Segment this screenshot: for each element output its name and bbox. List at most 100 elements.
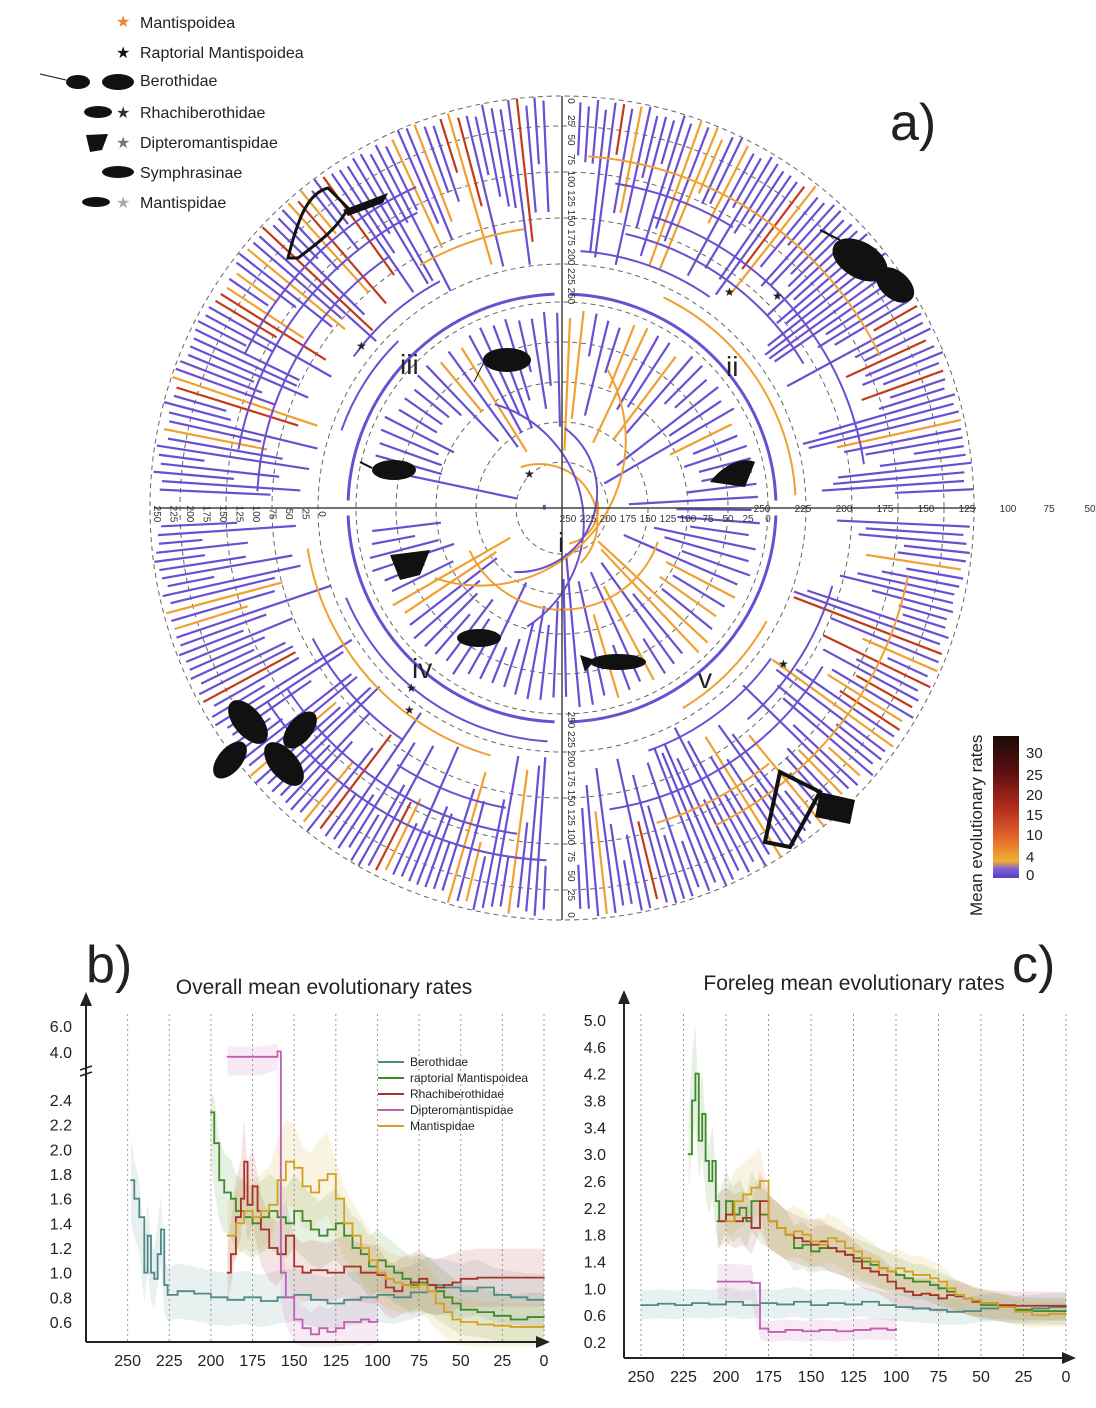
age-tick-right: 175: [877, 504, 894, 515]
tree-branch: [906, 567, 964, 580]
xtick-c-0: 0: [1062, 1369, 1071, 1386]
tree-branch: [865, 436, 963, 456]
data-point: [844, 1253, 846, 1256]
chart-b-x-arrow: [536, 1336, 550, 1348]
data-point: [351, 1234, 354, 1237]
tree-branch: [861, 369, 944, 402]
age-tick-top: 225: [565, 268, 576, 285]
data-point: [920, 1274, 923, 1276]
tree-branch: [252, 241, 343, 320]
tree-arc: [648, 657, 772, 752]
panel-c-label: c): [1012, 936, 1055, 994]
tree-arc: [419, 228, 525, 267]
data-point: [318, 1327, 321, 1330]
data-point: [393, 1290, 396, 1293]
star-raptorial: ★: [116, 45, 130, 62]
data-point: [223, 1191, 226, 1194]
data-point: [745, 1220, 748, 1223]
data-point: [946, 1310, 948, 1313]
berothid-legend-icon: [39, 73, 134, 90]
tree-branch: [175, 367, 276, 406]
data-point: [451, 1302, 454, 1305]
tree-branch: [704, 736, 782, 858]
tree-arc: [244, 186, 417, 354]
tree-base-arc: [346, 515, 555, 724]
data-point: [243, 1160, 246, 1163]
tree-base-arc: [346, 292, 555, 501]
chart-c-y-ticks: 0.2 0.6 1.0 1.4 1.8 2.2 2.6 3.0 3.4 3.8 …: [584, 1013, 606, 1352]
colorbar: Mean evolutionary rates 30 25 20 15 10 4…: [967, 735, 1043, 916]
tree-branch: [277, 217, 319, 260]
tree-branch: [180, 613, 267, 647]
data-point: [146, 1234, 149, 1237]
colorbar-gradient: [993, 736, 1019, 878]
tree-branch: [416, 374, 463, 417]
tree-branch: [306, 747, 374, 832]
data-point: [256, 1210, 259, 1212]
tree-arc: [651, 215, 865, 465]
tree-branch: [425, 364, 500, 443]
ytick-c-0-2: 0.2: [584, 1335, 606, 1352]
star-dipteromantispidae: ★: [116, 135, 130, 152]
xtick-c-225: 225: [670, 1369, 697, 1386]
legend-a: ★ Mantispoidea ★ Raptorial Mantispoidea …: [39, 14, 304, 212]
tree-branch: [391, 560, 454, 593]
tree-branch: [503, 638, 521, 688]
data-point: [376, 1274, 379, 1277]
clade-label-iv: iv: [412, 653, 432, 684]
xtick-b-225: 225: [156, 1353, 183, 1370]
data-point: [742, 1304, 744, 1307]
node-star-icon: ★: [724, 285, 735, 299]
tree-branch: [790, 219, 845, 275]
chart-b-x-ticks: 250 225 200 175 150 125 100 75 50 25 0: [114, 1353, 548, 1370]
tree-branch: [641, 115, 659, 179]
data-point: [130, 1179, 132, 1182]
tree-branch: [665, 561, 736, 599]
tree-branch: [176, 386, 299, 427]
age-tick-left: 25: [300, 508, 311, 520]
tree-branch: [881, 570, 960, 588]
age-tick-left: 50: [283, 508, 294, 520]
clade-label-i: i: [558, 527, 564, 558]
tree-branch: [786, 312, 922, 388]
data-point: [869, 1327, 872, 1330]
data-point: [980, 1304, 982, 1307]
data-point: [239, 1197, 242, 1200]
data-point: [443, 1311, 445, 1314]
tree-branch: [542, 865, 547, 910]
tree-arc: [715, 576, 909, 827]
data-point: [742, 1193, 744, 1196]
data-point: [963, 1297, 965, 1300]
tree-arc: [656, 762, 770, 824]
data-point: [733, 1200, 736, 1203]
data-point: [229, 1253, 232, 1256]
tree-branch: [178, 629, 244, 657]
data-point: [767, 1331, 770, 1333]
tree-branch: [499, 856, 510, 907]
ytick-b-1-8: 1.8: [50, 1167, 72, 1184]
tree-branch: [686, 153, 755, 277]
data-point: [318, 1179, 321, 1182]
data-point: [343, 1298, 346, 1301]
uncertainty-band-dipteromantispidae: [717, 1263, 896, 1343]
data-point: [293, 1265, 296, 1268]
tree-branch: [787, 202, 826, 247]
tree-branch: [409, 557, 498, 626]
data-point: [801, 1233, 804, 1236]
panel-a: 2502502502502252252252252002002002001751…: [39, 14, 1096, 921]
legend-item-mantispidae: ★ Mantispidae: [82, 195, 226, 212]
ytick-c-3-0: 3.0: [584, 1147, 606, 1164]
data-point: [218, 1179, 221, 1182]
tree-branch: [396, 129, 440, 224]
tree-branch: [480, 104, 502, 197]
tree-branch: [413, 124, 453, 223]
age-tick-right: 100: [1000, 504, 1017, 515]
data-point: [929, 1294, 931, 1296]
data-point: [343, 1321, 346, 1323]
tree-branch: [741, 185, 806, 270]
data-point: [259, 1300, 262, 1302]
ytick-b-2-4: 2.4: [50, 1093, 72, 1110]
mantispid-legend-icon: [82, 197, 110, 207]
tree-branch: [887, 656, 929, 678]
data-point: [434, 1286, 437, 1289]
